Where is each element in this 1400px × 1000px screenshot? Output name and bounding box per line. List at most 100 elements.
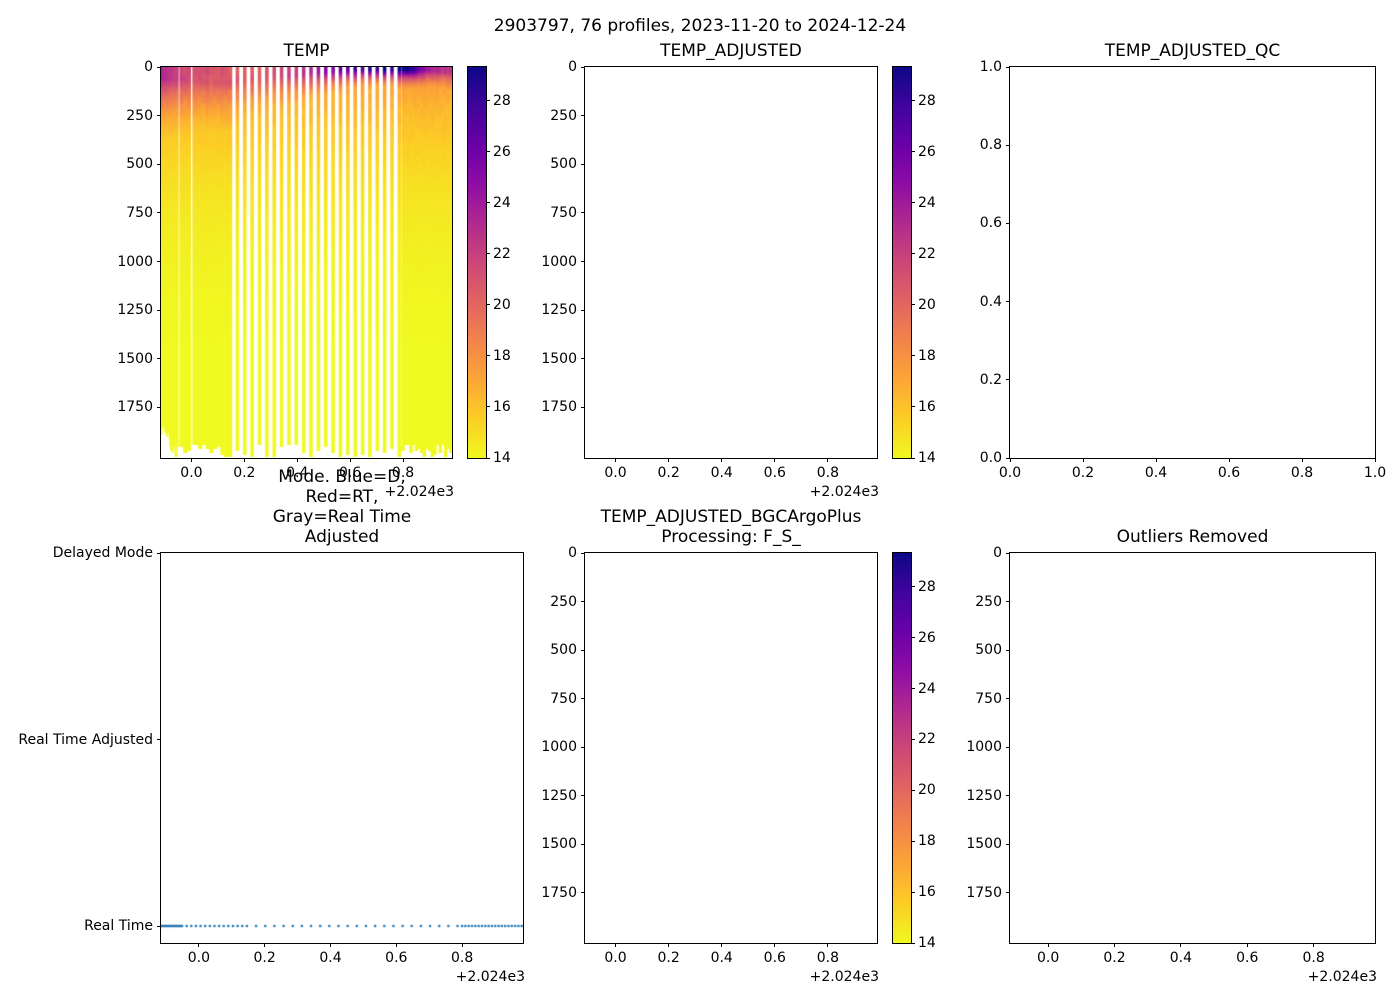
x-tick-label: 0.0: [604, 950, 627, 966]
colorbar-tick-label: 14: [918, 935, 936, 951]
x-tick-mark: [190, 458, 192, 462]
y-tick-label: 1500: [117, 350, 153, 367]
y-tick-label: 500: [975, 642, 1002, 658]
colorbar-tick-mark: [911, 202, 915, 204]
colorbar-tick-mark: [911, 151, 915, 153]
y-tick-label: 250: [975, 593, 1002, 610]
y-tick-mark: [157, 406, 161, 408]
colorbar-tick-label: 22: [493, 245, 511, 262]
y-tick-mark: [1006, 795, 1010, 797]
x-tick-label: 0.8: [816, 465, 840, 481]
colorbar-tick-mark: [486, 304, 490, 306]
x-tick-label: 0.4: [1169, 950, 1193, 966]
x-tick-mark: [1246, 943, 1248, 947]
x-tick-mark: [296, 458, 298, 462]
x-tick-label: 0.0: [1037, 950, 1060, 966]
x-tick-label: 0.4: [710, 950, 733, 966]
y-tick-mark: [157, 163, 161, 165]
y-tick-label: 250: [550, 107, 577, 124]
y-tick-label: 0: [993, 545, 1002, 561]
colorbar-tick-label: 18: [918, 347, 936, 364]
x-tick-mark: [243, 458, 245, 462]
colorbar-tick-label: 26: [918, 143, 936, 160]
x-tick-label: 0.8: [1302, 950, 1325, 966]
y-tick-mark: [1006, 601, 1010, 602]
y-tick-mark: [581, 261, 585, 263]
y-tick-label: 0.6: [979, 215, 1002, 232]
x-tick-label: 0.6: [1217, 465, 1241, 481]
colorbar-tick-label: 22: [918, 731, 936, 748]
y-tick-label: 0.8: [979, 137, 1002, 154]
colorbar-tick-label: 28: [918, 92, 936, 109]
y-tick-label: 1750: [541, 399, 577, 416]
temp-adjusted-qc-plot-area: TEMP_ADJUSTED_QC 0.0 0.2 0.4 0.6 0.8 1.0 1.0 0.8…: [980, 41, 1386, 481]
y-tick-label: 1500: [541, 836, 577, 853]
x-tick-label: 0.2: [657, 465, 680, 481]
colorbar-tick-mark: [486, 151, 490, 153]
x-axis-offset-label: +2.024e3: [455, 969, 525, 985]
y-tick-label: 1000: [541, 739, 577, 756]
colorbar-tick-mark: [911, 100, 915, 102]
colorbar-tick-mark: [486, 406, 490, 408]
temp-adjusted-plot-area: TEMP_ADJUSTED 0.0 0.2 0.4 0.6 0.8 +2.024e3 0 250…: [541, 41, 935, 500]
temp-plot-area: TEMP 0.0 0.2 0.4 0.6 0.8 +2.024e3 0 250 500 750 100…: [117, 41, 510, 500]
colorbar-tick-label: 28: [493, 92, 511, 109]
colorbar-tick-label: 26: [918, 629, 936, 646]
x-tick-mark: [1180, 943, 1182, 947]
y-tick-mark: [1006, 649, 1010, 651]
y-tick-label: 750: [550, 204, 577, 221]
y-tick-mark: [581, 746, 585, 748]
colorbar-tick-mark: [911, 304, 915, 306]
x-tick-label: 0.0: [604, 465, 627, 481]
x-tick-label: 0.4: [710, 465, 733, 481]
y-tick-mark: [1006, 222, 1010, 224]
y-tick-label: Delayed Mode: [52, 545, 153, 561]
y-tick-label: 1250: [117, 302, 153, 319]
y-tick-label: 0: [144, 59, 153, 75]
y-tick-mark: [581, 406, 585, 408]
x-tick-label: 0.4: [286, 465, 309, 481]
y-tick-mark: [1006, 843, 1010, 845]
colorbar-tick-mark: [911, 789, 915, 791]
y-tick-mark: [1006, 746, 1010, 748]
y-tick-mark: [581, 115, 585, 117]
bgc-argo-plus-plot-area: TEMP_ADJUSTED_BGCArgoPlus Processing: F_…: [541, 507, 935, 985]
x-tick-mark: [774, 458, 776, 462]
colorbar-tick-label: 22: [918, 245, 936, 262]
x-tick-mark: [1047, 943, 1049, 947]
x-tick-mark: [402, 458, 404, 462]
x-tick-mark: [264, 943, 266, 947]
y-tick-label: 1500: [541, 350, 577, 367]
x-tick-mark: [827, 943, 829, 947]
colorbar-tick-label: 24: [493, 194, 511, 211]
x-tick-mark: [827, 458, 829, 462]
y-tick-mark: [1006, 301, 1010, 303]
y-tick-mark: [1006, 66, 1010, 68]
x-tick-mark: [615, 458, 617, 462]
x-tick-mark: [668, 943, 670, 947]
figure-title: 2903797, 76 profiles, 2023-11-20 to 2024…: [493, 16, 907, 36]
bgc-colorbar-gradient: [893, 553, 911, 943]
x-tick-label: 0.6: [1236, 950, 1259, 966]
x-tick-mark: [395, 943, 397, 947]
x-tick-mark: [721, 458, 723, 462]
colorbar-tick-label: 16: [918, 884, 936, 901]
y-tick-mark: [157, 739, 161, 740]
y-tick-mark: [581, 66, 585, 68]
colorbar-tick-label: 28: [918, 578, 936, 595]
y-tick-label: 0.4: [979, 293, 1002, 310]
x-tick-label: 0.2: [657, 950, 680, 966]
y-tick-mark: [1006, 144, 1010, 146]
y-tick-label: 0.0: [979, 450, 1002, 466]
x-tick-label: 0.2: [253, 950, 276, 966]
x-tick-mark: [329, 943, 331, 947]
y-tick-mark: [157, 925, 161, 927]
x-tick-mark: [1301, 458, 1303, 462]
colorbar-tick-mark: [911, 355, 915, 357]
y-tick-label: 500: [126, 156, 153, 173]
colorbar-tick-label: 14: [918, 450, 936, 466]
bgc-title: TEMP_ADJUSTED_BGCArgoPlus Processing: F_…: [600, 507, 862, 547]
colorbar-tick-mark: [911, 840, 915, 842]
x-tick-label: 0.6: [385, 950, 408, 966]
